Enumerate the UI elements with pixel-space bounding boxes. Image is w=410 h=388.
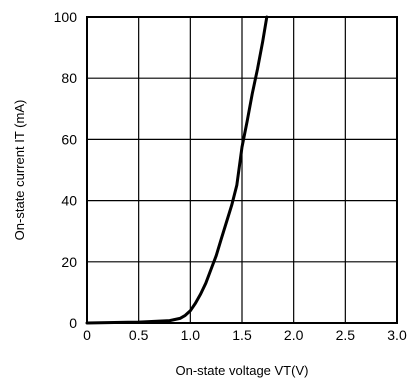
x-axis-label: On-state voltage VT(V): [176, 363, 309, 378]
x-tick-label: 2.5: [336, 327, 356, 343]
x-tick-label: 3.0: [387, 327, 407, 343]
y-tick-label: 80: [61, 70, 77, 86]
y-tick-label: 0: [69, 315, 77, 331]
x-tick-label: 0: [83, 327, 91, 343]
y-tick-label: 60: [61, 131, 77, 147]
x-tick-label: 1.0: [181, 327, 201, 343]
y-tick-label: 100: [54, 9, 78, 25]
plot-frame: [86, 16, 398, 324]
y-tick-label: 40: [61, 193, 77, 209]
series-line: [85, 15, 269, 325]
x-tick-label: 1.5: [232, 327, 252, 343]
y-axis-label: On-state current IT (mA): [12, 100, 27, 241]
y-tick-labels: 0 20 40 60 80 100: [54, 9, 78, 331]
x-tick-label: 0.5: [129, 327, 149, 343]
x-tick-label: 2.0: [284, 327, 304, 343]
y-tick-label: 20: [61, 254, 77, 270]
grid: [87, 17, 397, 323]
x-tick-labels: 0 0.5 1.0 1.5 2.0 2.5 3.0: [83, 327, 407, 343]
